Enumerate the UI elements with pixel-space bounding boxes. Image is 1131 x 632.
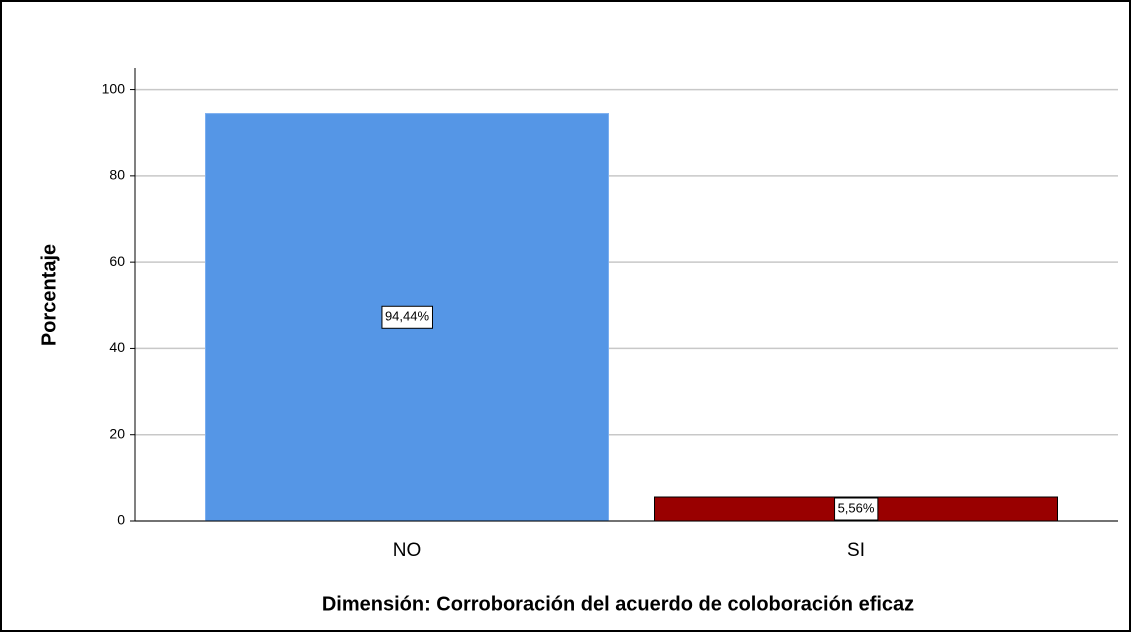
y-tick-label: 100	[102, 80, 126, 96]
y-tick-label: 20	[109, 425, 125, 441]
value-label-box	[834, 497, 879, 521]
y-tick-label: 60	[109, 253, 125, 269]
x-tick-label: NO	[393, 540, 422, 561]
y-tick-label: 80	[109, 167, 125, 183]
value-label: 5,56%	[838, 500, 875, 515]
value-label: 94,44%	[385, 309, 430, 324]
y-tick-label: 40	[109, 339, 125, 355]
x-axis-title: Dimensión: Corroboración del acuerdo de …	[322, 593, 914, 615]
y-tick-label: 0	[117, 512, 125, 528]
y-axis-title: Porcentaje	[38, 244, 60, 346]
x-tick-label: SI	[847, 540, 865, 561]
value-label-box	[381, 305, 433, 329]
